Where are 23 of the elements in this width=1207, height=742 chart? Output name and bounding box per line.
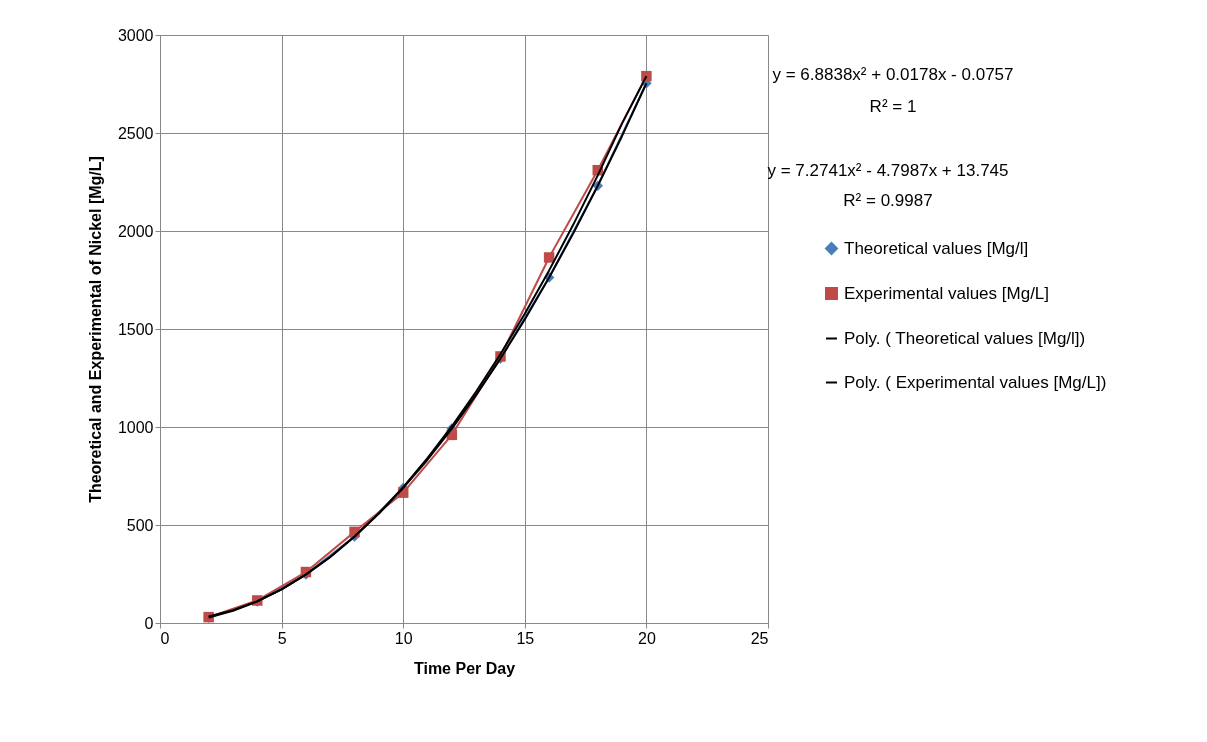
y-tick-label: 0 [144, 614, 154, 632]
annotation: y = 7.2741x² - 4.7987x + 13.745 [767, 161, 1009, 180]
x-tick-label: 20 [638, 629, 656, 647]
x-tick-label: 0 [160, 629, 170, 647]
x-tick-label: 15 [516, 629, 535, 647]
y-tick-label: 2500 [117, 124, 154, 142]
y-axis-title: Theoretical and Experimental of Nickel [Mg/L] [86, 156, 104, 503]
y-tick-label: 1000 [117, 418, 154, 436]
y-tick-label: 3000 [117, 26, 154, 44]
text: R² = 1 [869, 97, 917, 116]
legend-label: Poly. ( Experimental values [Mg/L]) [844, 372, 1107, 392]
text: R² = 0.9987 [843, 191, 933, 210]
legend-label: Poly. ( Theoretical values [Mg/l]) [844, 328, 1086, 348]
legend-label: Experimental values [Mg/L] [844, 283, 1050, 303]
x-tick-label: 10 [394, 629, 413, 647]
legend-label: Theoretical values [Mg/l] [844, 238, 1029, 258]
y-tick-label: 1500 [117, 320, 154, 338]
text: y = 6.8838x² + 0.0178x - 0.0757 [772, 65, 1014, 84]
x-axis-title: Time Per Day [413, 659, 516, 677]
y-tick-label: 2000 [117, 222, 154, 240]
x-tick-label: 25 [750, 629, 769, 647]
x-tick-label: 5 [277, 629, 287, 647]
y-tick-label: 500 [126, 516, 154, 534]
